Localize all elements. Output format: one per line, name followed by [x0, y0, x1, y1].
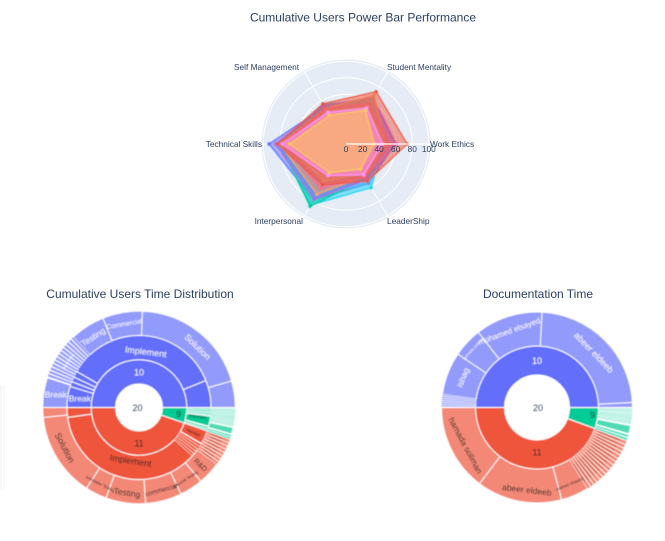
svg-text:Student Mentality: Student Mentality — [387, 62, 452, 72]
svg-text:10: 10 — [134, 367, 144, 377]
svg-text:Maintain: Maintain — [186, 427, 202, 438]
svg-text:Interpersonal: Interpersonal — [255, 216, 304, 226]
svg-text:Self Management: Self Management — [234, 62, 300, 72]
svg-text:11: 11 — [134, 438, 143, 448]
svg-text:Cumulative Users Power Bar Per: Cumulative Users Power Bar Performance — [250, 11, 476, 25]
svg-text:80: 80 — [408, 144, 418, 154]
svg-text:Cumulative Users Time Distribu: Cumulative Users Time Distribution — [46, 287, 233, 301]
svg-text:Documentation Time: Documentation Time — [483, 287, 593, 301]
svg-text:Work Ethics: Work Ethics — [430, 139, 474, 149]
svg-text:Break: Break — [69, 394, 92, 404]
svg-text:100: 100 — [422, 144, 436, 154]
svg-text:20: 20 — [533, 403, 543, 413]
svg-text:LeaderShip: LeaderShip — [387, 216, 430, 226]
svg-text:9: 9 — [590, 410, 595, 420]
svg-text:60: 60 — [391, 144, 401, 154]
svg-text:9: 9 — [176, 409, 181, 419]
svg-text:20: 20 — [358, 144, 368, 154]
svg-text:Break: Break — [45, 389, 68, 399]
svg-text:Technical Skills: Technical Skills — [206, 139, 262, 149]
svg-text:Testing: Testing — [113, 486, 141, 500]
svg-text:20: 20 — [132, 403, 142, 413]
svg-text:Important: Important — [189, 413, 207, 420]
svg-text:11: 11 — [532, 448, 541, 458]
svg-text:10: 10 — [532, 356, 542, 366]
svg-text:0: 0 — [344, 144, 349, 154]
svg-text:40: 40 — [374, 144, 384, 154]
